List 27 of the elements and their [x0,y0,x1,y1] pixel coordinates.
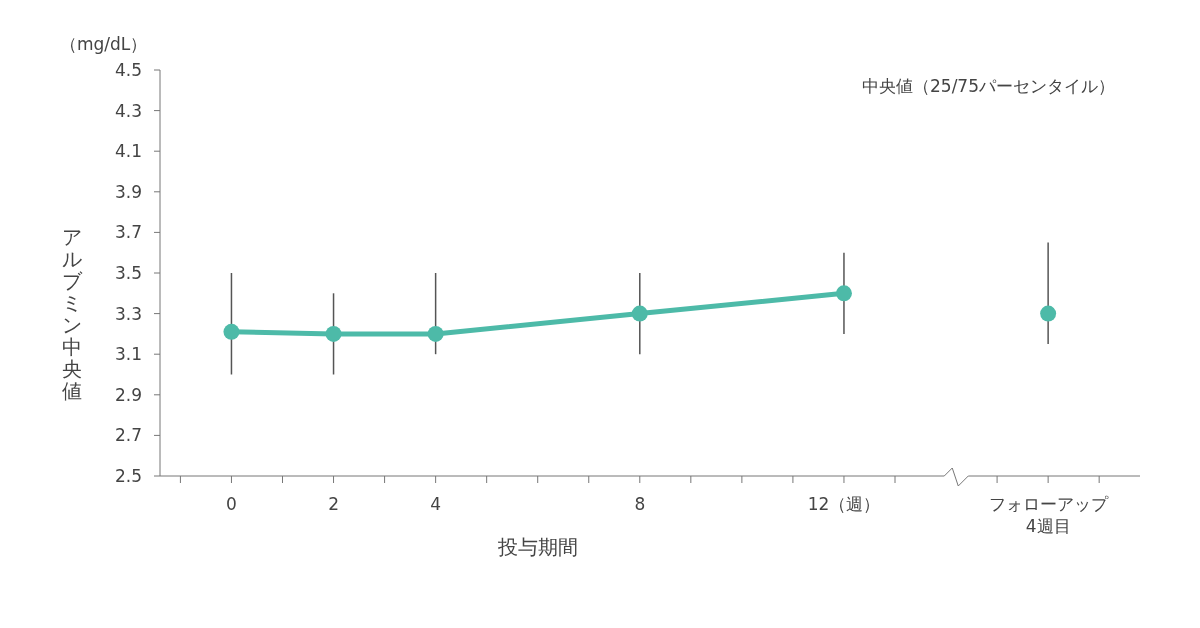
point [1040,305,1057,322]
x-tick-label: 0 [226,494,237,514]
y-tick-label: 4.3 [114,100,142,121]
text: （mg/dL） [60,34,148,54]
y-tick-label: 4.1 [114,141,142,162]
y-tick-label: 2.7 [114,425,142,446]
x-tick-label: 12（週） [807,494,881,514]
point [325,325,342,342]
point [835,285,852,302]
x-tick-label: 8 [634,494,646,514]
point [427,325,444,342]
x-tick-label: 2 [328,494,339,514]
point [223,323,240,340]
y-tick-label: 3.3 [114,303,142,324]
y-tick-label: 3.5 [114,263,142,283]
point [631,305,648,322]
y-tick-label: 4.5 [114,60,142,80]
y-tick-label: 3.9 [114,181,142,202]
x-tick-label: フォローアップ 4週目 [988,494,1109,536]
x-tick-label: 4 [430,494,442,514]
y-tick-label: 3.1 [114,344,142,365]
annotation: 中央値（25/75パーセンタイル） [862,76,1115,96]
x-axis-title: 投与期間 [496,535,578,559]
y-tick-label: 3.7 [114,222,142,243]
y-tick-label: 2.9 [114,384,142,405]
y-tick-label: 2.5 [114,466,142,486]
y-axis-title: アルブミン中央値 [62,224,83,403]
